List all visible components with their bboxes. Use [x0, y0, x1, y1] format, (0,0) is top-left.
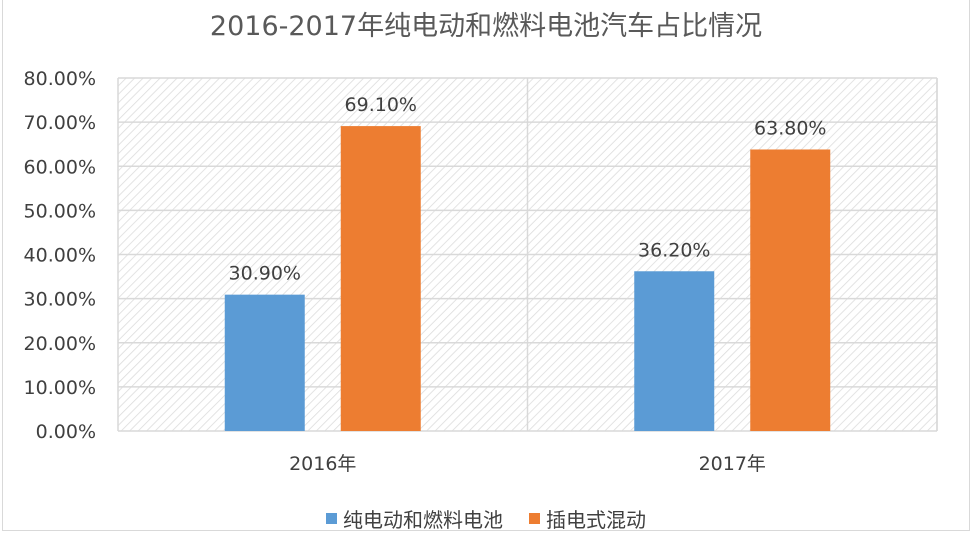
y-tick-label: 40.00% [24, 245, 96, 267]
data-label: 36.20% [638, 239, 710, 261]
bar-phev-2016年 [340, 126, 421, 431]
y-tick-label: 70.00% [24, 112, 96, 134]
legend-label-bev: 纯电动和燃料电池 [343, 508, 503, 532]
y-tick-label: 50.00% [24, 200, 96, 222]
bar-bev-2017年 [634, 271, 715, 431]
y-tick-label: 0.00% [36, 421, 96, 443]
bar-bev-2016年 [224, 294, 305, 431]
y-tick-label: 30.00% [24, 289, 96, 311]
legend-label-phev: 插电式混动 [546, 508, 646, 532]
y-tick-label: 80.00% [24, 68, 96, 90]
legend-swatch-phev [529, 513, 540, 524]
y-tick-label: 10.00% [24, 377, 96, 399]
chart-title: 2016-2017年纯电动和燃料电池汽车占比情况 [209, 11, 763, 42]
legend-item-phev: 插电式混动 [529, 504, 646, 533]
data-label: 69.10% [345, 94, 417, 116]
bar-phev-2017年 [750, 149, 831, 432]
y-tick-label: 60.00% [24, 156, 96, 178]
x-tick-label: 2017年 [699, 453, 766, 475]
data-label: 63.80% [754, 117, 826, 139]
legend-swatch-bev [326, 513, 337, 524]
legend-item-bev: 纯电动和燃料电池 [326, 504, 503, 533]
x-tick-label: 2016年 [289, 453, 356, 475]
legend: 纯电动和燃料电池 插电式混动 [0, 504, 972, 533]
y-tick-label: 20.00% [24, 333, 96, 355]
data-label: 30.90% [229, 263, 301, 285]
